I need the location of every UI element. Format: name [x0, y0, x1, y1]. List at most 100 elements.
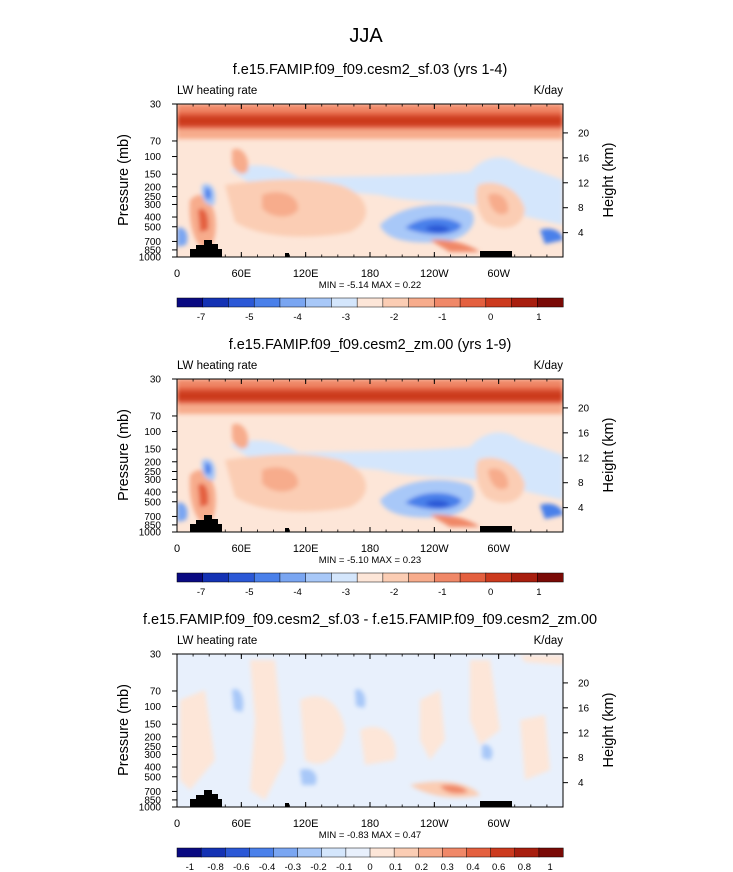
- colorbar-swatch: [369, 847, 395, 858]
- colorbar-swatch: [345, 847, 371, 858]
- x-tick-label: 60E: [232, 818, 252, 830]
- x-tick-label: 0: [174, 543, 180, 555]
- colorbar-label: 0.4: [466, 862, 479, 872]
- panel-2-title: f.e15.FAMIP.f09_f09.cesm2_zm.00 (yrs 1-9…: [229, 337, 512, 353]
- colorbar-swatch: [273, 847, 299, 858]
- colorbar-swatch: [511, 297, 538, 308]
- panel-1-title: f.e15.FAMIP.f09_f09.cesm2_sf.03 (yrs 1-4…: [233, 62, 508, 78]
- y-tick-label: 700: [144, 237, 161, 248]
- colorbar-swatch: [408, 572, 435, 583]
- colorbar-swatch: [279, 297, 307, 308]
- panel-1: f.e15.FAMIP.f09_f09.cesm2_sf.03 (yrs 1-4…: [116, 62, 617, 323]
- y-tick-label: 1000: [139, 803, 162, 814]
- colorbar-swatch: [382, 297, 410, 308]
- colorbar-swatch: [537, 297, 564, 308]
- colorbar-swatch: [297, 847, 323, 858]
- x-tick-label: 60E: [232, 268, 252, 280]
- y-tick-label: 70: [150, 686, 162, 697]
- colorbar-swatch: [225, 847, 250, 858]
- y-tick-label: 500: [144, 222, 161, 233]
- colorbar-swatch: [485, 572, 513, 583]
- colorbar-swatch: [176, 847, 202, 858]
- panel-1-right-string: K/day: [534, 85, 564, 97]
- y-tick-label: 250: [144, 192, 161, 203]
- y-tick-label: 850: [144, 520, 161, 531]
- colorbar-label: -0.3: [285, 862, 301, 872]
- colorbar-swatch: [485, 297, 513, 308]
- y-tick-label: 30: [150, 650, 162, 661]
- colorbar-label: 0.3: [441, 862, 454, 872]
- x-tick-label: 120W: [420, 818, 449, 830]
- y-tick-label: 200: [144, 457, 161, 468]
- height-tick-label: 20: [578, 678, 590, 689]
- panel-1-field: [177, 104, 563, 257]
- y-tick-label: 30: [150, 375, 162, 386]
- panel-3-colorbar: -1 -0.8 -0.6 -0.4 -0.3 -0.2 -0.1 0 0.1 0.2 0.3 0.4 0…: [176, 847, 564, 872]
- y-tick-label: 250: [144, 742, 161, 753]
- colorbar-label: -2: [390, 312, 398, 323]
- x-tick-label: 120E: [293, 818, 319, 830]
- panel-3-field: [177, 654, 563, 807]
- colorbar-swatch: [279, 572, 307, 583]
- colorbar-swatch: [434, 297, 461, 308]
- panel-2-right-string: K/day: [534, 360, 564, 372]
- colorbar-label: -0.8: [207, 862, 223, 872]
- y-tick-label: 100: [144, 152, 161, 163]
- height-tick-label: 16: [578, 153, 590, 164]
- panel-3-height-axis: 20 16 12 8 4: [563, 678, 590, 789]
- colorbar-label: 0.8: [518, 862, 531, 872]
- y-tick-label: 500: [144, 772, 161, 783]
- x-tick-label: 120W: [420, 268, 449, 280]
- colorbar-label: 1: [547, 862, 552, 872]
- y-tick-label: 100: [144, 427, 161, 438]
- colorbar-swatch: [514, 847, 540, 858]
- y-tick-label: 250: [144, 467, 161, 478]
- colorbar-label: -4: [293, 312, 301, 323]
- colorbar-label: -0.2: [310, 862, 326, 872]
- y-tick-label: 400: [144, 488, 161, 499]
- colorbar-label: 1: [536, 587, 541, 598]
- height-tick-label: 8: [578, 203, 584, 214]
- height-tick-label: 16: [578, 428, 590, 439]
- y-tick-label: 200: [144, 732, 161, 743]
- panel-3: f.e15.FAMIP.f09_f09.cesm2_sf.03 - f.e15.…: [116, 612, 617, 872]
- colorbar-label: 1: [536, 312, 541, 323]
- colorbar-swatch: [466, 847, 492, 858]
- colorbar-swatch: [511, 572, 538, 583]
- colorbar-label: -7: [197, 312, 205, 323]
- colorbar-label: 0.6: [492, 862, 505, 872]
- colorbar-label: -7: [197, 587, 205, 598]
- colorbar-swatch: [228, 572, 255, 583]
- panel-3-ylabel: Pressure (mb): [116, 684, 132, 776]
- panel-1-ylabel-right: Height (km): [601, 143, 617, 218]
- panel-2-ylabel: Pressure (mb): [116, 409, 132, 501]
- colorbar-label: -1: [438, 312, 446, 323]
- colorbar-swatch: [442, 847, 468, 858]
- colorbar-label: -4: [293, 587, 301, 598]
- panel-1-ylabel: Pressure (mb): [116, 134, 132, 226]
- panel-3-x-axis: 0 60E 120E 180 120W 60W: [174, 654, 564, 830]
- height-tick-label: 20: [578, 403, 590, 414]
- colorbar-swatch: [202, 297, 230, 308]
- y-tick-label: 150: [144, 720, 161, 731]
- y-tick-label: 150: [144, 170, 161, 181]
- x-tick-label: 0: [174, 818, 180, 830]
- panel-2-minmax: MIN = -5.10 MAX = 0.23: [319, 555, 421, 566]
- y-tick-label: 400: [144, 763, 161, 774]
- x-tick-label: 0: [174, 268, 180, 280]
- panel-2-height-axis: 20 16 12 8 4: [563, 403, 590, 514]
- panel-3-right-string: K/day: [534, 635, 564, 647]
- x-tick-label: 180: [361, 543, 379, 555]
- colorbar-swatch: [253, 572, 281, 583]
- colorbar-label: -1: [438, 587, 446, 598]
- y-tick-label: 700: [144, 787, 161, 798]
- y-tick-label: 300: [144, 475, 161, 486]
- y-tick-label: 850: [144, 795, 161, 806]
- panel-3-minmax: MIN = -0.83 MAX = 0.47: [319, 830, 421, 841]
- y-tick-label: 100: [144, 702, 161, 713]
- colorbar-label: -1: [186, 862, 194, 872]
- x-tick-label: 180: [361, 818, 379, 830]
